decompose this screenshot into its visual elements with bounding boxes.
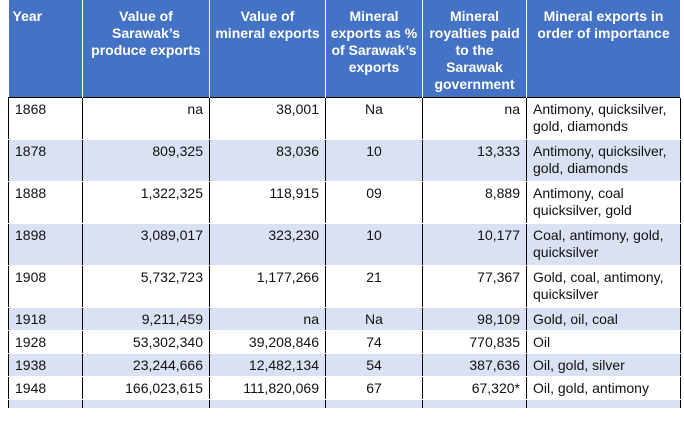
cell-percent: 10 (325, 139, 423, 182)
cell-produce: 166,023,615 (82, 376, 210, 400)
cell-minerals: Oil, gold, antimony (526, 376, 681, 400)
cell-minerals: Antimony, quicksilver, gold, diamonds (526, 97, 681, 140)
cell-minerals: Gold, coal, antimony, quicksilver (526, 265, 681, 308)
cell-percent: 74 (325, 330, 423, 354)
table-row: 1938 23,244,666 12,482,134 54 387,636 Oi… (8, 353, 681, 377)
cell-mineral: 83,036 (209, 139, 326, 182)
cell-mineral: 323,230 (209, 223, 326, 266)
cell-produce: 23,244,666 (82, 353, 210, 377)
cell-percent: Na (325, 97, 423, 140)
cell-royalties: 77,367 (422, 265, 527, 308)
cell-produce: 809,325 (82, 139, 210, 182)
table-filler-row (8, 399, 681, 409)
header-produce-exports: Value of Sarawak’s produce exports (82, 0, 210, 98)
cell-year: 1948 (8, 376, 83, 400)
cell-minerals: Coal, antimony, gold, quicksilver (526, 223, 681, 266)
cell-year: 1908 (8, 265, 83, 308)
cell-mineral: 38,001 (209, 97, 326, 140)
header-row: Year Value of Sarawak’s produce exports … (8, 0, 681, 98)
table-row: 1888 1,322,325 118,915 09 8,889 Antimony… (8, 181, 681, 224)
cell-produce: 5,732,723 (82, 265, 210, 308)
cell-minerals: Oil, gold, silver (526, 353, 681, 377)
header-year: Year (8, 0, 83, 98)
cell-mineral: 39,208,846 (209, 330, 326, 354)
cell-minerals: Gold, oil, coal (526, 307, 681, 331)
cell-produce: 1,322,325 (82, 181, 210, 224)
cell-year: 1918 (8, 307, 83, 331)
filler-cell (526, 399, 681, 409)
cell-minerals: Antimony, quicksilver, gold, diamonds (526, 139, 681, 182)
cell-mineral: 12,482,134 (209, 353, 326, 377)
cell-year: 1928 (8, 330, 83, 354)
cell-percent: 67 (325, 376, 423, 400)
cell-royalties: 8,889 (422, 181, 527, 224)
cell-produce: 53,302,340 (82, 330, 210, 354)
table-row: 1868 na 38,001 Na na Antimony, quicksilv… (8, 97, 681, 140)
cell-royalties: 98,109 (422, 307, 527, 331)
cell-mineral: 1,177,266 (209, 265, 326, 308)
cell-produce: 9,211,459 (82, 307, 210, 331)
table-row: 1908 5,732,723 1,177,266 21 77,367 Gold,… (8, 265, 681, 308)
cell-year: 1938 (8, 353, 83, 377)
header-mineral-exports: Value of mineral exports (209, 0, 326, 98)
cell-percent: 21 (325, 265, 423, 308)
cell-year: 1878 (8, 139, 83, 182)
table-row: 1918 9,211,459 na Na 98,109 Gold, oil, c… (8, 307, 681, 331)
cell-royalties: 67,320* (422, 376, 527, 400)
table-row: 1878 809,325 83,036 10 13,333 Antimony, … (8, 139, 681, 182)
filler-cell (209, 399, 326, 409)
cell-percent: 10 (325, 223, 423, 266)
cell-percent: 09 (325, 181, 423, 224)
filler-cell (422, 399, 527, 409)
cell-year: 1888 (8, 181, 83, 224)
table-row: 1948 166,023,615 111,820,069 67 67,320* … (8, 376, 681, 400)
filler-cell (8, 399, 83, 409)
cell-royalties: 10,177 (422, 223, 527, 266)
cell-royalties: na (422, 97, 527, 140)
sarawak-mineral-exports-table: Year Value of Sarawak’s produce exports … (8, 0, 681, 409)
header-mineral-order: Mineral exports in order of importance (526, 0, 681, 98)
cell-produce: na (82, 97, 210, 140)
cell-produce: 3,089,017 (82, 223, 210, 266)
cell-mineral: na (209, 307, 326, 331)
cell-minerals: Oil (526, 330, 681, 354)
cell-minerals: Antimony, coal quicksilver, gold (526, 181, 681, 224)
header-mineral-percent: Mineral exports as % of Sarawak’s export… (325, 0, 423, 98)
cell-mineral: 118,915 (209, 181, 326, 224)
cell-percent: 54 (325, 353, 423, 377)
table-row: 1928 53,302,340 39,208,846 74 770,835 Oi… (8, 330, 681, 354)
cell-mineral: 111,820,069 (209, 376, 326, 400)
filler-cell (82, 399, 210, 409)
cell-royalties: 770,835 (422, 330, 527, 354)
header-royalties: Mineral royalties paid to the Sarawak go… (422, 0, 527, 98)
cell-year: 1898 (8, 223, 83, 266)
filler-cell (325, 399, 423, 409)
cell-royalties: 387,636 (422, 353, 527, 377)
cell-percent: Na (325, 307, 423, 331)
cell-year: 1868 (8, 97, 83, 140)
table-row: 1898 3,089,017 323,230 10 10,177 Coal, a… (8, 223, 681, 266)
cell-royalties: 13,333 (422, 139, 527, 182)
